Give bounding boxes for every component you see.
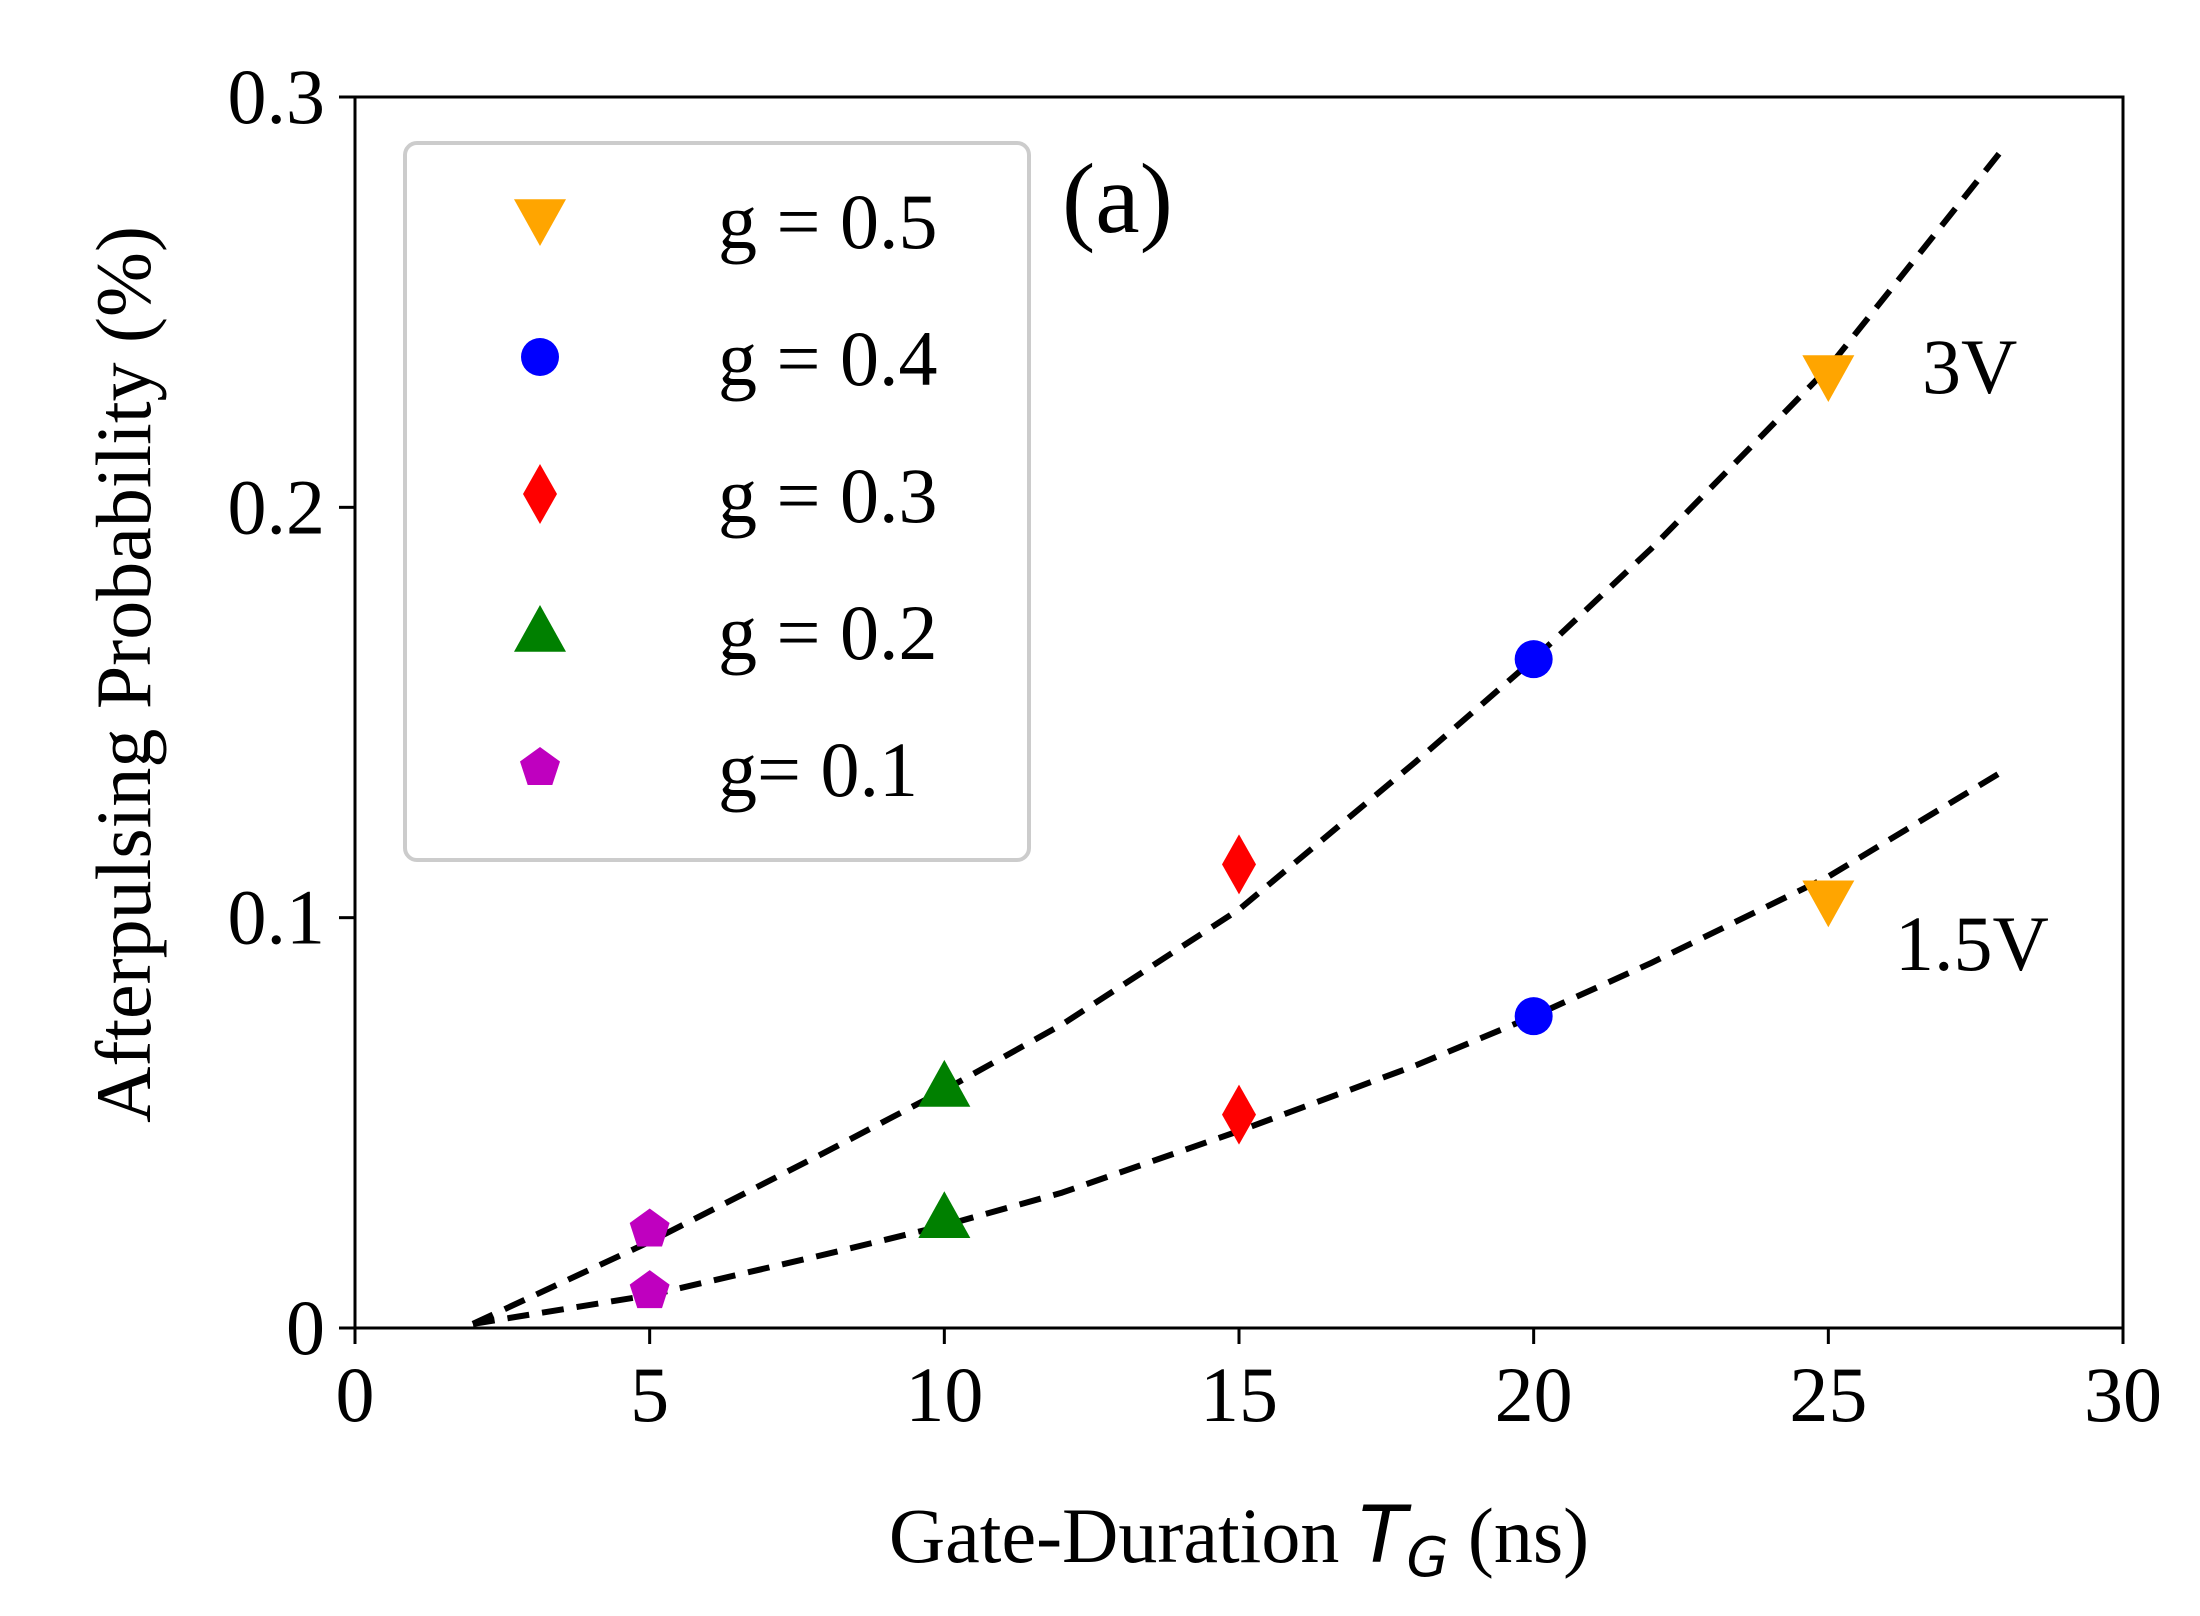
x-tick-label: 25 [1789,1351,1867,1438]
y-axis-title: Afterpulsing Probability (%) [80,226,167,1123]
legend-marker [514,605,566,652]
data-point [1514,997,1553,1036]
y-tick-label: 0 [286,1284,325,1371]
x-tick-label: 30 [2084,1351,2162,1438]
legend-marker [523,464,557,524]
legend-label: g = 0.3 [718,452,938,539]
data-point [1802,355,1855,403]
data-point [629,1270,670,1309]
legend: g = 0.5 g = 0.4 g = 0.3 g = 0.2 g= 0.1 [403,141,1031,862]
legend-marker [514,199,566,246]
chart-labels: (a) 3V 1.5V Gate-Duration TG (ns) Afterp… [80,143,2049,1589]
x-axis-title-subscript: G [1406,1526,1448,1589]
panel-label: (a) [1062,143,1173,254]
legend-label: g = 0.2 [718,589,938,676]
x-axis-title-symbol: T [1359,1491,1412,1581]
axis-ticks: 0 5 10 15 20 25 30 0 0.1 0.2 0.3 [228,53,2163,1438]
legend-label: g = 0.4 [718,315,938,402]
curve-label-1-5v: 1.5V [1895,900,2049,987]
data-point [629,1208,670,1247]
data-point [1222,1084,1256,1145]
curve-label-3v: 3V [1922,323,2017,410]
y-tick-label: 0.2 [228,463,326,550]
data-points [629,355,1855,1309]
legend-box [403,141,1031,862]
legend-label: g= 0.1 [718,726,918,813]
y-tick-label: 0.3 [228,53,326,140]
data-point [918,1191,971,1239]
fit-curve-3v [471,144,2008,1327]
x-axis-title: Gate-Duration TG (ns) [889,1491,1589,1589]
y-tick-label: 0.1 [228,874,326,961]
data-point [1222,834,1256,895]
x-tick-label: 10 [905,1351,983,1438]
data-point [918,1059,971,1107]
x-tick-label: 5 [630,1351,669,1438]
legend-marker [521,338,559,376]
x-tick-label: 15 [1200,1351,1278,1438]
data-point [1802,880,1855,928]
data-point [1514,640,1553,679]
legend-label: g = 0.5 [718,178,938,265]
x-axis-title-suffix: (ns) [1448,1492,1589,1579]
legend-marker [520,747,560,785]
x-tick-label: 20 [1495,1351,1573,1438]
x-tick-label: 0 [336,1351,375,1438]
x-axis-title-prefix: Gate-Duration [889,1492,1359,1579]
